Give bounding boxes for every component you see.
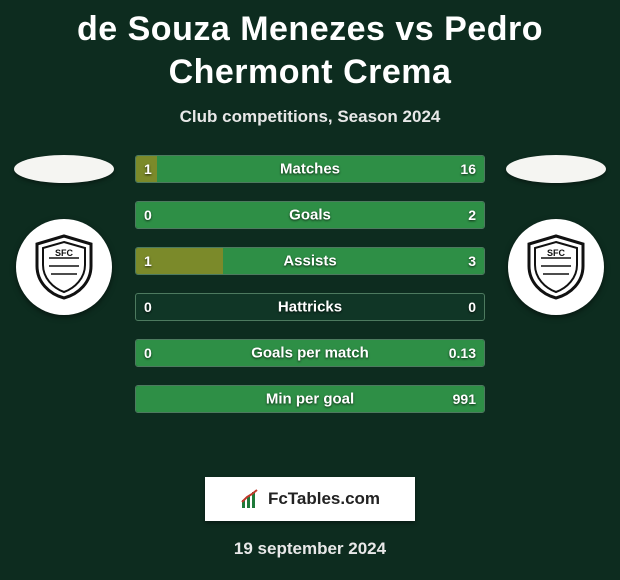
right-flag	[506, 155, 606, 183]
stat-bars: 1 16 Matches 0 2 Goals 1 3 Assists 0 0 Hattricks 0 0.…	[135, 155, 485, 413]
comparison-panel: SFC SFC 1 16 Matches 0 2 Goals 1 3 Assists 0 0 Hatt…	[0, 155, 620, 455]
subtitle: Club competitions, Season 2024	[0, 107, 620, 127]
stat-label: Min per goal	[266, 391, 354, 408]
date-label: 19 september 2024	[0, 539, 620, 559]
stat-value-right: 16	[460, 161, 476, 177]
stat-label: Assists	[283, 253, 336, 270]
right-team-column: SFC	[496, 155, 616, 315]
left-flag	[14, 155, 114, 183]
stat-label: Hattricks	[278, 299, 342, 316]
stat-label: Goals	[289, 207, 331, 224]
right-club-crest: SFC	[508, 219, 604, 315]
stat-value-right: 0.13	[449, 345, 476, 361]
stat-value-right: 0	[468, 299, 476, 315]
svg-text:SFC: SFC	[55, 248, 74, 258]
stat-value-left: 0	[144, 299, 152, 315]
stat-row: 0 0.13 Goals per match	[135, 339, 485, 367]
stat-value-right: 3	[468, 253, 476, 269]
chart-icon	[240, 488, 262, 510]
stat-label: Goals per match	[251, 345, 369, 362]
stat-row: 0 2 Goals	[135, 201, 485, 229]
shield-icon: SFC	[521, 232, 591, 302]
page-title: de Souza Menezes vs Pedro Chermont Crema	[0, 0, 620, 93]
svg-text:SFC: SFC	[547, 248, 566, 258]
stat-label: Matches	[280, 161, 340, 178]
stat-value-left: 1	[144, 253, 152, 269]
stat-value-right: 991	[453, 391, 476, 407]
brand-text: FcTables.com	[268, 489, 380, 509]
stat-value-left: 0	[144, 207, 152, 223]
left-club-crest: SFC	[16, 219, 112, 315]
stat-row: 0 0 Hattricks	[135, 293, 485, 321]
shield-icon: SFC	[29, 232, 99, 302]
brand-badge[interactable]: FcTables.com	[205, 477, 415, 521]
stat-value-right: 2	[468, 207, 476, 223]
stat-value-left: 0	[144, 345, 152, 361]
stat-value-left: 1	[144, 161, 152, 177]
stat-row: 1 16 Matches	[135, 155, 485, 183]
left-team-column: SFC	[4, 155, 124, 315]
stat-row: 991 Min per goal	[135, 385, 485, 413]
stat-fill-right	[223, 248, 484, 274]
stat-row: 1 3 Assists	[135, 247, 485, 275]
